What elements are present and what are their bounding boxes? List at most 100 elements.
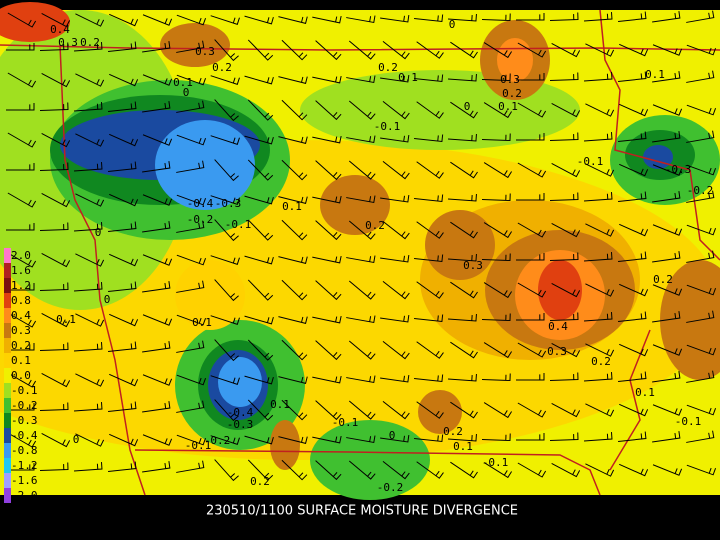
wind-barb [447,433,477,442]
wind-barb [6,223,35,231]
wind-barb [380,434,410,443]
wind-barb [585,463,615,477]
wind-barb [346,375,376,384]
wind-barb [108,41,137,52]
wind-barb [7,432,37,448]
legend-label: -2.0 [11,489,38,502]
contour-label: -0.4 [227,406,254,419]
wind-barb [39,462,69,471]
wind-barb [585,163,615,177]
wind-barb [247,459,274,481]
wind-barb [619,403,649,417]
wind-barb [278,256,308,264]
wind-barb [652,11,681,23]
wind-barb [109,133,139,147]
wind-barb [176,434,207,446]
legend-swatch [4,428,11,443]
contour-label: -0.1 [332,416,359,429]
wind-barb [483,282,513,299]
wind-barb [652,311,681,323]
wind-barb [176,400,205,413]
wind-barb [214,219,239,242]
wind-barb [75,13,105,27]
wind-barb [142,374,173,386]
wind-barb [414,14,444,23]
wind-barb [73,102,103,112]
wind-barb [6,103,35,111]
border-line [0,44,720,51]
wind-barb [348,220,376,240]
legend-label: 0.2 [11,339,31,352]
wind-barb [346,75,376,84]
wind-barb [108,281,137,292]
contour-label: 0.1 [173,76,193,89]
wind-barb [73,42,103,52]
wind-barb [210,255,240,265]
legend-label: -0.3 [11,414,38,427]
contour-label: 0 [464,100,471,113]
wind-barb [416,101,444,119]
wind-barb [278,376,308,384]
wind-barb [450,221,478,239]
wind-barbs [6,10,717,482]
wind-barb [109,313,139,327]
wind-barb [214,399,239,422]
field-region [660,260,720,380]
wind-barb [585,43,615,57]
contour-label: 0 [183,86,190,99]
wind-barb [549,372,579,381]
wind-barb [382,340,410,360]
wind-barb [7,192,37,208]
wind-barb [278,16,308,24]
wind-barb [142,314,173,326]
wind-barb [517,282,547,298]
legend-swatch [4,293,11,308]
wind-barb [247,39,274,61]
wind-barb [109,13,139,27]
legend-label: -0.1 [11,384,38,397]
contour-label: -0.1 [482,456,509,469]
wind-barb [619,223,649,237]
wind-barb [142,101,171,113]
wind-barb [481,13,511,22]
contour-label: 0 [73,433,80,446]
wind-barb [549,132,579,141]
contour-label: 0.1 [453,440,473,453]
wind-barb [481,133,511,142]
wind-barb [549,252,579,261]
contour-label: 0.2 [591,355,611,368]
wind-barb [414,314,444,323]
wind-barb [481,313,511,322]
wind-barb [281,279,308,301]
wind-barb [142,134,173,146]
legend: 2.0 1.6 1.2 0.8 0.4 0.3 0.2 0.1 0.0 -0.1 -0.2 -0.3 -… [4,248,38,503]
wind-barb [39,282,69,291]
wind-barb [382,400,410,420]
wind-barb [619,283,649,297]
wind-barb [75,73,105,87]
wind-barb [583,12,613,22]
wind-barb [416,41,444,59]
wind-barb [346,255,376,264]
wind-barb [210,315,240,325]
wind-barb [41,372,71,388]
wind-barb [583,372,613,382]
contour-label: 0.1 [192,316,212,329]
wind-barb [142,341,171,353]
wind-barb [686,464,717,476]
wind-barb [109,73,139,87]
wind-barb [214,39,239,62]
wind-barb [244,315,274,325]
wind-barb [6,283,35,291]
wind-barb [142,221,171,233]
wind-barb [516,73,545,81]
wind-barb [686,370,715,383]
wind-barb [551,342,581,358]
wind-barb [348,100,376,120]
wind-barb [6,463,35,471]
wind-barb [315,40,342,61]
wind-barb [583,312,613,322]
wind-barb [346,15,376,24]
wind-barb [214,99,239,122]
contour-label: 0.1 [270,398,290,411]
